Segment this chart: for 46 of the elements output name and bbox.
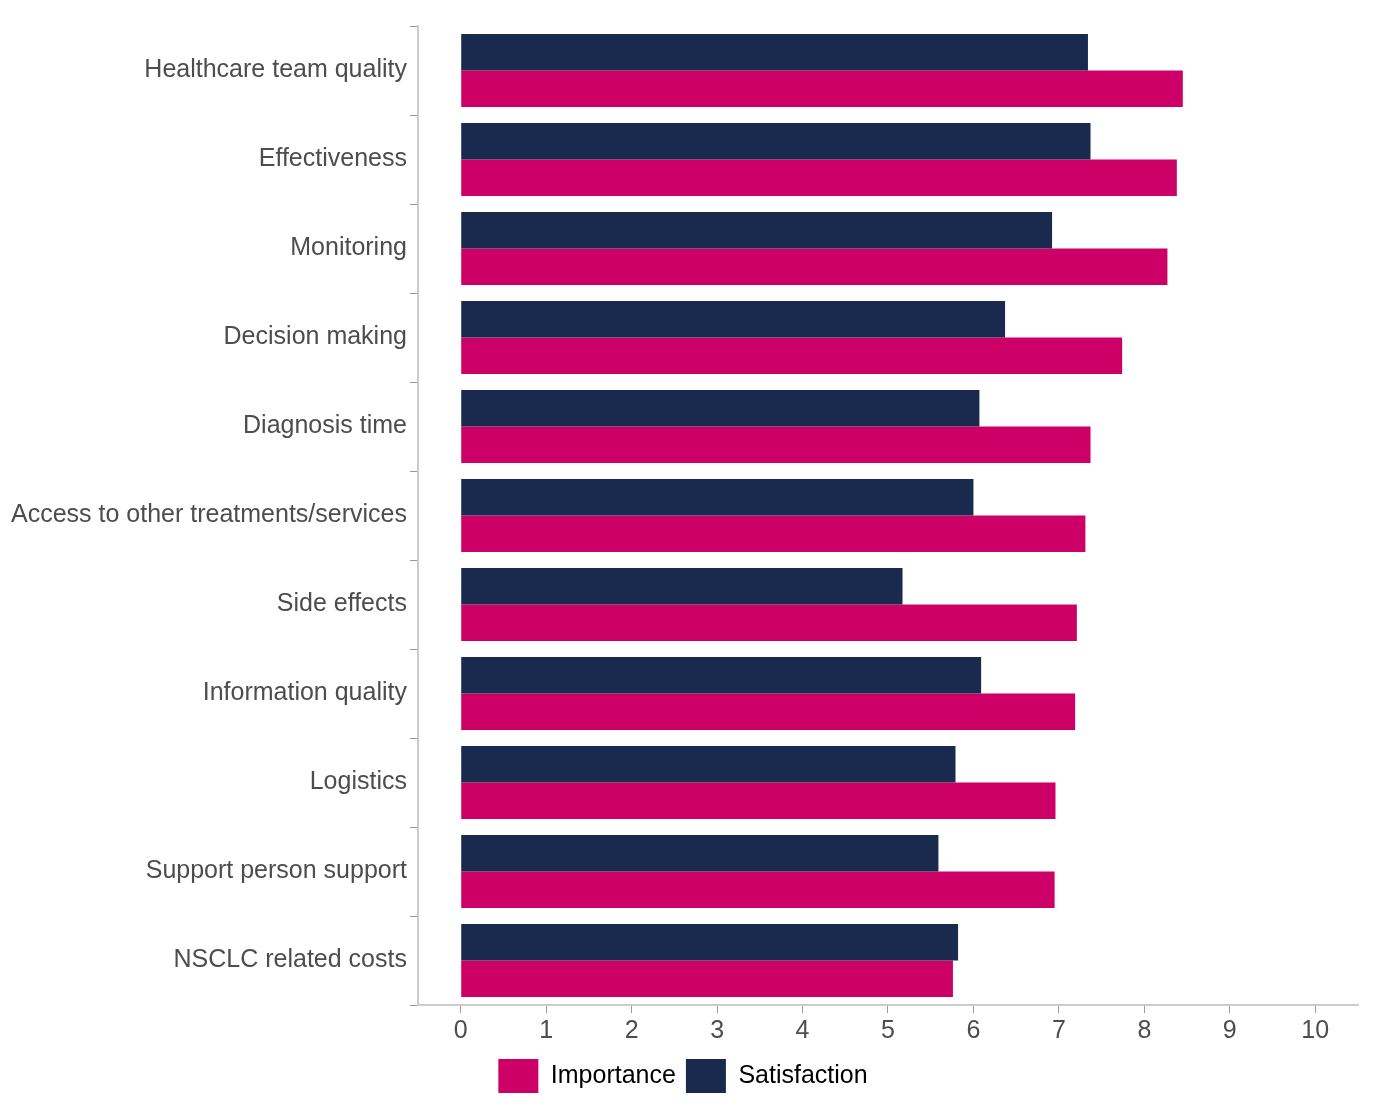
x-tick-label: 9 [1222,1014,1237,1043]
bar [461,871,1055,908]
bar [461,426,1091,463]
bar [461,515,1086,552]
bar [461,657,982,694]
y-tick-label: Diagnosis time [243,410,407,439]
x-tick-label: 3 [710,1014,725,1043]
x-tick-label: 8 [1137,1014,1152,1043]
legend-label: Satisfaction [738,1059,868,1088]
bar [461,960,953,997]
bar [461,248,1168,285]
bar [461,693,1076,730]
x-tick-label: 7 [1051,1014,1066,1043]
bar [461,301,1006,338]
bar [461,337,1123,374]
y-tick-label: Side effects [276,588,407,617]
y-tick-label: Decision making [223,321,407,350]
bar [461,924,959,961]
y-tick-label: Monitoring [290,232,407,261]
bar [461,479,974,516]
bar [461,782,1056,819]
x-tick-label: 0 [453,1014,468,1043]
x-tick-label: 2 [624,1014,639,1043]
x-tick-label: 4 [795,1014,810,1043]
x-tick-label: 1 [539,1014,554,1043]
x-tick-label: 5 [881,1014,895,1043]
bar [461,568,903,605]
bar [461,604,1077,641]
x-tick-label: 10 [1301,1014,1330,1043]
bar [461,746,956,783]
bar [461,390,980,427]
y-tick-label: Access to other treatments/services [11,499,407,528]
bar [461,159,1177,196]
y-tick-label: NSCLC related costs [173,944,407,973]
x-tick-label: 6 [966,1014,981,1043]
bar [461,34,1088,71]
y-tick-label: Healthcare team quality [144,54,408,83]
y-tick-label: Logistics [309,766,407,795]
bar [461,70,1183,107]
y-tick-label: Information quality [202,677,408,706]
bar [461,123,1091,160]
y-tick-label: Support person support [145,855,408,884]
bar [461,835,939,872]
legend-label: Importance [550,1059,676,1088]
bar [461,212,1053,249]
y-tick-label: Effectiveness [258,143,407,172]
